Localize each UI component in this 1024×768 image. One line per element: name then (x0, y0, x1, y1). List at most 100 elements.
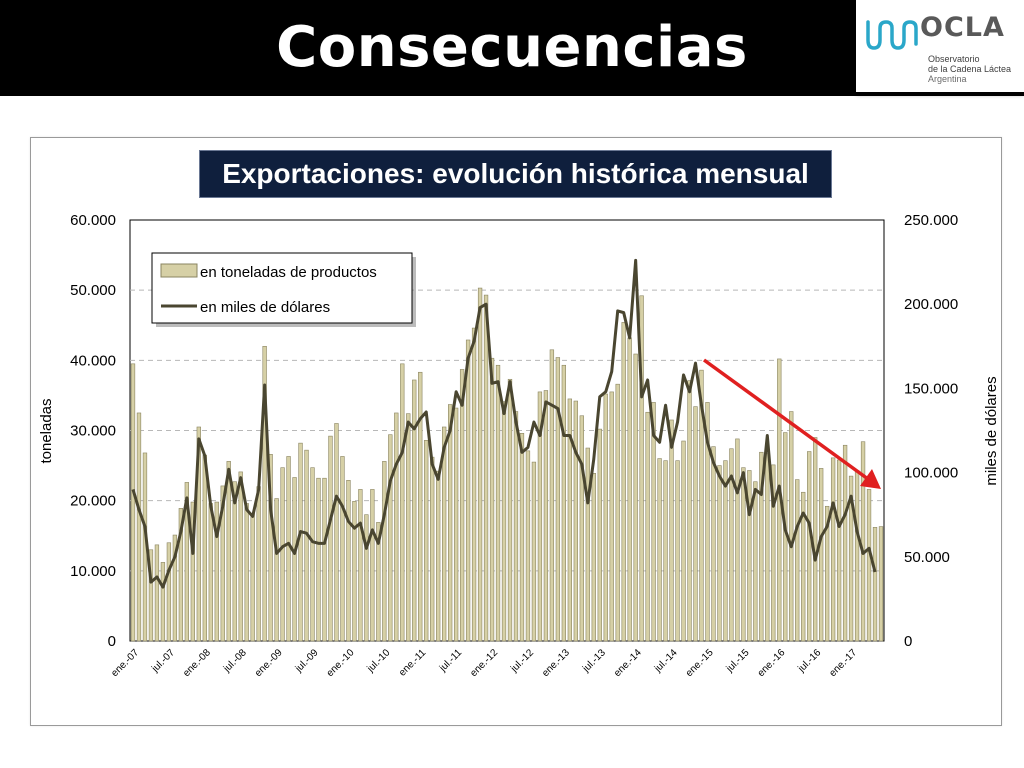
bar (274, 498, 279, 642)
legend-label-toneladas: en toneladas de productos (200, 264, 377, 281)
x-tick-label: jul.-07 (149, 647, 177, 675)
bar (866, 489, 872, 642)
bar (615, 383, 620, 642)
y2-tick-label: 0 (904, 633, 912, 650)
x-tick-label: jul.-14 (652, 647, 680, 675)
bar (860, 441, 866, 642)
bar (663, 460, 668, 642)
legend-label-dolares: en miles de dólares (200, 299, 330, 316)
bar (854, 470, 860, 642)
bar (226, 461, 231, 642)
bar (555, 357, 561, 642)
bar (795, 479, 800, 642)
bar (447, 404, 453, 642)
y-axis-label: toneladas (38, 398, 55, 463)
y-tick-label: 40.000 (70, 352, 116, 369)
x-tick-label: ene.-14 (612, 647, 644, 679)
bar (573, 400, 578, 642)
y-tick-label: 10.000 (70, 563, 116, 580)
bar (388, 434, 393, 642)
bar (591, 472, 596, 642)
bar (675, 460, 680, 642)
bar (681, 440, 686, 642)
bar (765, 453, 770, 642)
bar (220, 485, 225, 642)
x-tick-label: jul.-15 (724, 647, 752, 675)
x-tick-label: jul.-12 (508, 647, 536, 675)
bar (238, 471, 243, 642)
bar (214, 501, 219, 642)
x-tick-label: jul.-13 (580, 647, 608, 675)
bar (537, 391, 543, 642)
bar (382, 461, 387, 642)
bar (531, 461, 537, 642)
bar (172, 534, 178, 642)
bar (148, 549, 154, 642)
bar (346, 480, 351, 642)
bar (609, 391, 614, 642)
bar (741, 467, 746, 642)
logo-line-3: Argentina (928, 74, 967, 84)
bar (334, 423, 339, 642)
bar (747, 470, 752, 642)
y-tick-label: 60.000 (70, 212, 116, 229)
bar (705, 402, 710, 642)
bar (501, 401, 507, 642)
bar (597, 428, 602, 642)
logo-line-2: de la Cadena Láctea (928, 64, 1012, 74)
bar (789, 411, 794, 642)
slide-title: Consecuencias (276, 15, 748, 80)
legend-bar-swatch (160, 263, 198, 278)
bar (483, 294, 489, 642)
bar (549, 349, 555, 642)
bar (178, 508, 184, 642)
y2-tick-label: 50.000 (904, 549, 950, 566)
bar (848, 475, 854, 642)
bar (190, 501, 195, 642)
bar (824, 505, 830, 642)
bar (268, 454, 273, 642)
ocla-wave-icon (866, 20, 918, 50)
bar (836, 459, 842, 642)
bar (872, 527, 878, 642)
x-tick-label: ene.-10 (325, 647, 357, 679)
left-axis-ticks: 0 10.000 20.000 30.000 40.000 50.000 60.000 (70, 212, 116, 650)
bar (322, 477, 327, 642)
bar (489, 357, 495, 642)
x-tick-label: ene.-15 (684, 647, 716, 679)
bar (376, 522, 381, 642)
x-tick-label: jul.-08 (221, 647, 249, 675)
bar (657, 458, 662, 642)
bar (603, 393, 608, 642)
logo-brand: OCLA (920, 12, 1005, 43)
y2-axis-label: miles de dólares (983, 376, 1000, 485)
x-tick-label: ene.-11 (397, 647, 429, 679)
bar (830, 457, 836, 642)
bar (633, 353, 638, 642)
x-tick-label: ene.-16 (756, 647, 788, 679)
bar (513, 411, 519, 642)
bar (352, 501, 357, 642)
bar (639, 295, 644, 642)
bar (693, 406, 698, 642)
bar (340, 456, 345, 642)
x-tick-label: ene.-08 (181, 647, 213, 679)
bar (244, 503, 249, 642)
bar (430, 456, 435, 642)
bar (196, 426, 201, 642)
bar (759, 451, 764, 642)
bar (567, 398, 572, 642)
bar (130, 363, 136, 642)
bar (160, 562, 166, 642)
x-tick-label: ene.-07 (109, 647, 141, 679)
bar (286, 456, 291, 642)
bar (136, 412, 142, 642)
bar (543, 390, 549, 642)
bar (202, 454, 207, 642)
x-tick-label: jul.-09 (293, 647, 321, 675)
bar (878, 526, 884, 642)
bar (465, 339, 471, 642)
bar (471, 327, 477, 642)
logo-line-1: Observatorio (928, 54, 980, 64)
bar (364, 514, 369, 642)
